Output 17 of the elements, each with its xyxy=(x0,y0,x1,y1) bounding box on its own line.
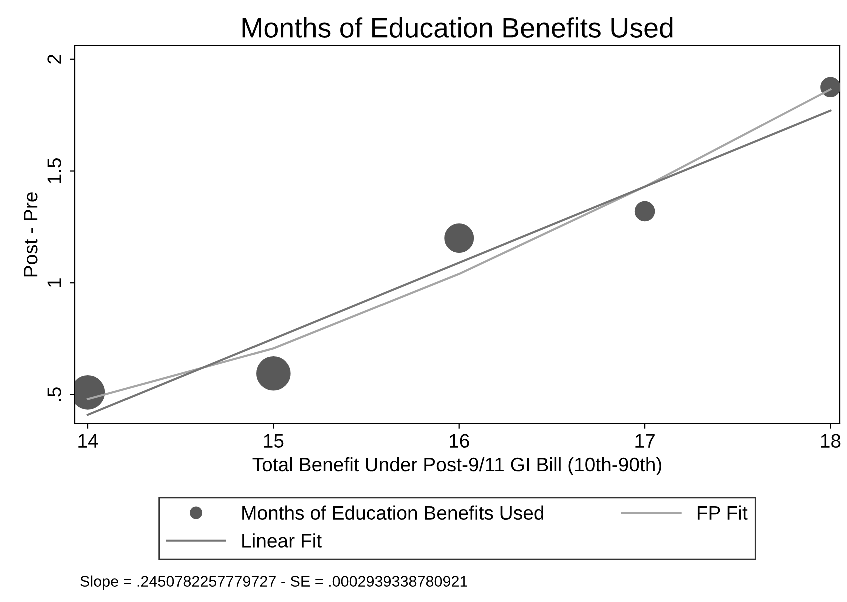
chart-title: Months of Education Benefits Used xyxy=(242,18,673,38)
legend-label: Months of Education Benefits Used xyxy=(242,506,544,520)
x-tick-label: 17 xyxy=(636,434,655,448)
y-tick-label: 1 xyxy=(48,278,62,288)
y-tick-label: .5 xyxy=(48,388,62,402)
y-tick-label: 1.5 xyxy=(48,158,62,184)
y-axis-title: Post - Pre xyxy=(24,192,38,277)
x-tick-label: 16 xyxy=(450,434,470,448)
point xyxy=(444,224,474,254)
x-tick-label: 18 xyxy=(821,434,841,448)
x-tick-label: 14 xyxy=(78,434,98,448)
x-tick-label: 15 xyxy=(264,434,284,448)
legend-label: Linear Fit xyxy=(242,534,322,548)
y-tick-label: 2 xyxy=(48,54,62,64)
x-axis-title: Total Benefit Under Post-9/11 GI Bill (10th-90th) xyxy=(252,457,662,476)
text: Slope = .2450782257779727 - SE = .0002939338780921 xyxy=(80,576,468,590)
legend-label: FP Fit xyxy=(698,506,748,520)
